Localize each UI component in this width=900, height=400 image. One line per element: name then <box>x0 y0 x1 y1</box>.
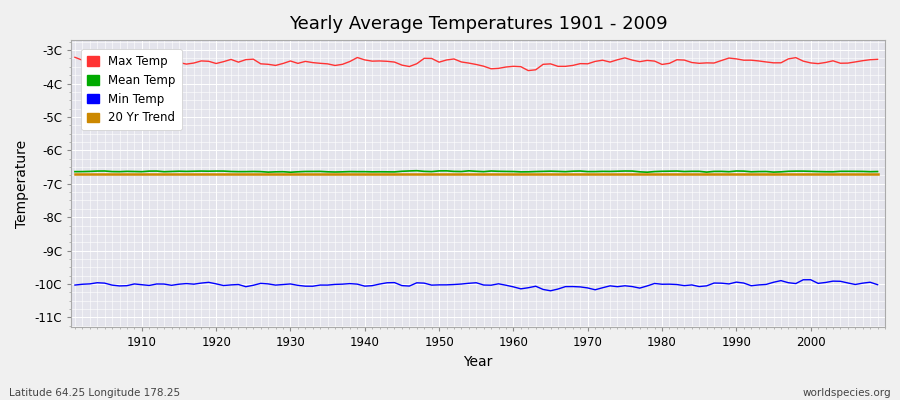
Text: Latitude 64.25 Longitude 178.25: Latitude 64.25 Longitude 178.25 <box>9 388 180 398</box>
Title: Yearly Average Temperatures 1901 - 2009: Yearly Average Temperatures 1901 - 2009 <box>289 15 668 33</box>
Text: worldspecies.org: worldspecies.org <box>803 388 891 398</box>
Y-axis label: Temperature: Temperature <box>15 140 29 228</box>
X-axis label: Year: Year <box>464 355 493 369</box>
Legend: Max Temp, Mean Temp, Min Temp, 20 Yr Trend: Max Temp, Mean Temp, Min Temp, 20 Yr Tre… <box>81 49 182 130</box>
